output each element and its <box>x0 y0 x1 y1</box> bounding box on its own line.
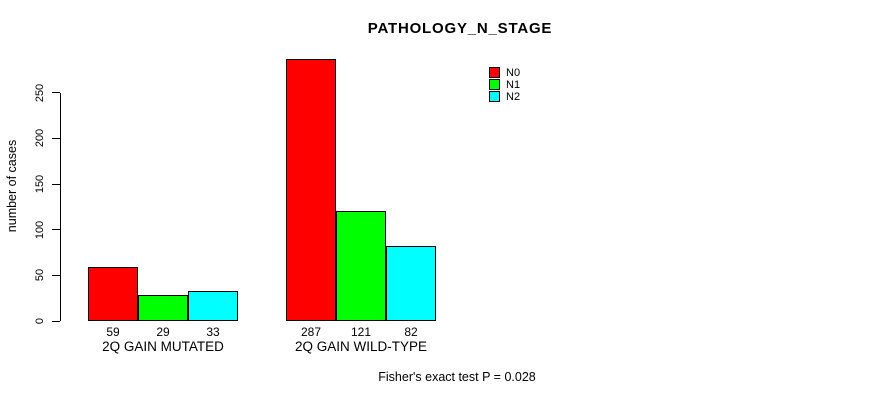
y-tick <box>52 183 60 185</box>
bar-n0-group-1 <box>88 267 138 321</box>
y-axis-title: number of cases <box>5 139 19 233</box>
chart-title: PATHOLOGY_N_STAGE <box>367 20 553 37</box>
bar-n1-group-2 <box>336 210 386 321</box>
y-tick-label: 100 <box>34 220 46 239</box>
y-tick <box>52 92 60 94</box>
y-tick <box>52 229 60 231</box>
statistical-test-annotation: Fisher's exact test P = 0.028 <box>378 370 536 384</box>
bar-value-label: 121 <box>350 324 372 339</box>
legend-label-n1: N1 <box>506 78 521 91</box>
bar-value-label: 82 <box>404 324 418 339</box>
y-tick-label: 50 <box>34 269 46 282</box>
bar-value-label: 33 <box>206 324 220 339</box>
y-tick <box>52 274 60 276</box>
bar-value-label: 59 <box>106 324 120 339</box>
y-tick-label: 200 <box>34 129 46 148</box>
y-axis-line <box>60 92 61 321</box>
legend-swatch-n1 <box>489 78 500 90</box>
bar-n2-group-2 <box>386 246 436 321</box>
bar-value-label: 29 <box>156 324 170 339</box>
legend-label-n2: N2 <box>506 90 521 103</box>
y-tick-label: 250 <box>34 83 46 102</box>
y-tick-label: 0 <box>34 317 46 325</box>
legend-swatch-n2 <box>489 90 500 102</box>
y-tick <box>52 320 60 322</box>
y-tick <box>52 137 60 139</box>
x-category-label: 2Q GAIN WILD-TYPE <box>294 339 428 354</box>
bar-value-label: 287 <box>300 324 322 339</box>
bar-n0-group-2 <box>286 58 336 321</box>
legend-label-n0: N0 <box>506 66 521 79</box>
x-category-label: 2Q GAIN MUTATED <box>102 339 224 354</box>
legend-swatch-n0 <box>489 66 500 78</box>
y-tick-label: 150 <box>34 174 46 194</box>
bar-n2-group-1 <box>188 290 238 321</box>
bar-n1-group-1 <box>138 294 188 321</box>
